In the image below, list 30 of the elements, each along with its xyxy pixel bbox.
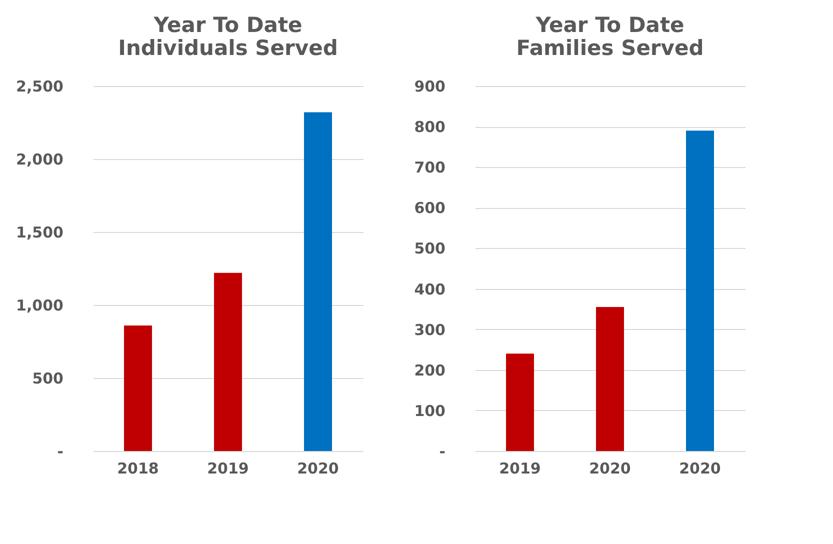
y-tick-label: 800 [414, 118, 446, 136]
bar [124, 325, 152, 451]
y-tick-label: 400 [414, 280, 446, 298]
y-tick-label: 100 [414, 402, 446, 420]
y-tick-label: 1,500 [16, 224, 64, 242]
y-tick-label: 600 [414, 199, 446, 218]
x-tick-label: 2018 [117, 460, 159, 478]
bar [686, 130, 714, 451]
y-tick-label: 500 [414, 240, 446, 258]
y-tick-label: 200 [414, 361, 446, 380]
x-tick-label: 2019 [207, 460, 249, 478]
bar [596, 307, 624, 451]
x-tick-label: 2020 [679, 460, 721, 478]
y-tick-label: 500 [32, 370, 64, 388]
x-tick-label: 2020 [589, 460, 631, 478]
y-tick-label: 700 [414, 158, 446, 177]
y-tick-label: 1,000 [16, 296, 64, 314]
bar [506, 354, 534, 451]
x-tick-label: 2019 [499, 460, 541, 478]
bar [214, 272, 242, 451]
bar [304, 112, 332, 451]
chart-title: Year To Date Individuals Served [118, 13, 338, 60]
chart-title: Year To Date Families Served [516, 13, 704, 60]
y-tick-label: 2,000 [16, 150, 64, 168]
y-tick-label: - [57, 442, 64, 460]
x-tick-label: 2020 [297, 460, 339, 478]
y-tick-label: 2,500 [16, 78, 64, 96]
y-tick-label: - [439, 442, 446, 460]
y-tick-label: 300 [414, 320, 446, 339]
y-tick-label: 900 [414, 78, 446, 96]
